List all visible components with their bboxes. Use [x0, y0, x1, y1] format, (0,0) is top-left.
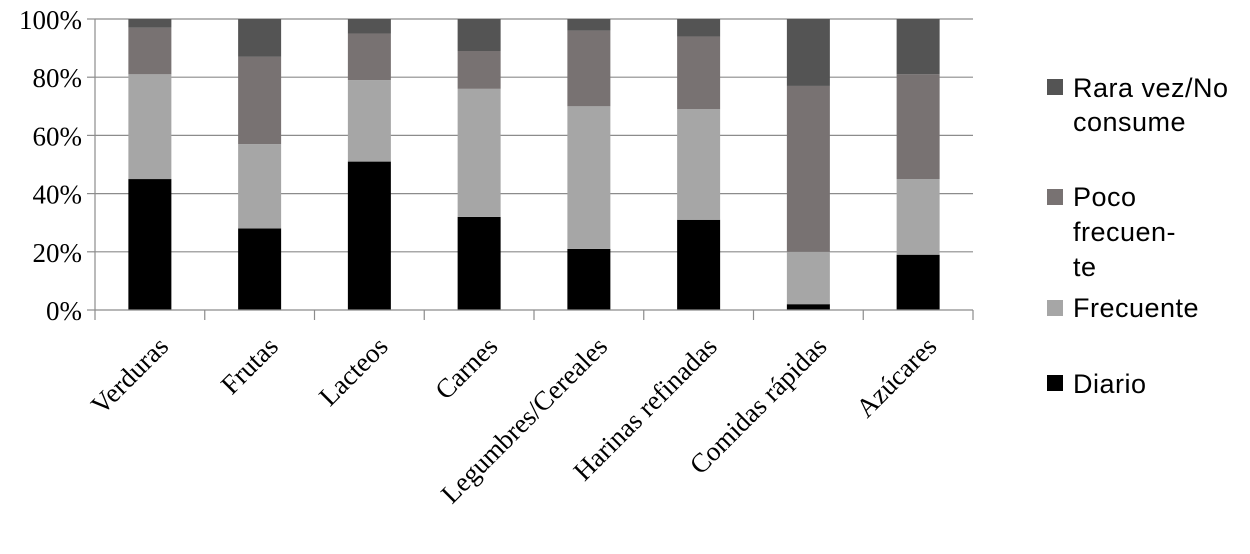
bar-segment	[128, 27, 172, 75]
x-tick-label: Lacteos	[313, 331, 394, 412]
bar-stack	[567, 19, 611, 310]
legend-label: Rara vez/No	[1073, 73, 1229, 103]
bar-segment	[238, 19, 282, 57]
bar-segment	[347, 19, 391, 34]
bar-stack	[457, 19, 501, 310]
bar-segment	[896, 254, 940, 310]
legend-swatch	[1047, 189, 1063, 205]
x-tick-label: Azúcares	[850, 331, 942, 423]
bar-segment	[347, 80, 391, 162]
bar-segment	[677, 19, 721, 37]
bar-stack	[238, 19, 282, 310]
legend-label: te	[1073, 252, 1097, 282]
bar-segment	[347, 33, 391, 81]
bar-segment	[677, 219, 721, 310]
legend-label: Poco	[1073, 182, 1137, 212]
bar-segment	[677, 109, 721, 220]
legend-swatch	[1047, 300, 1063, 316]
y-tick-label: 20%	[33, 238, 83, 268]
y-tick-label: 0%	[46, 296, 82, 326]
y-tick-label: 100%	[19, 5, 82, 35]
bar-segment	[457, 51, 501, 89]
x-tick-label: Carnes	[429, 331, 503, 405]
bar-segment	[128, 74, 172, 180]
bar-segment	[128, 19, 172, 28]
bar-stack	[677, 19, 721, 310]
legend-label: Frecuente	[1073, 293, 1199, 323]
legend-swatch	[1047, 375, 1063, 391]
bar-segment	[457, 216, 501, 310]
bar-segment	[567, 30, 611, 107]
legend: Rara vez/No consume Poco frecuen-te Frecuent…	[1047, 73, 1229, 399]
bar-segment	[786, 251, 830, 305]
bar-segment	[896, 19, 940, 75]
bars	[128, 19, 940, 310]
bar-segment	[896, 179, 940, 255]
x-tick-label: Verduras	[85, 331, 174, 420]
bar-segment	[457, 19, 501, 52]
bar-stack	[896, 19, 940, 310]
bar-segment	[238, 144, 282, 229]
bar-segment	[238, 228, 282, 310]
bar-segment	[567, 106, 611, 249]
legend-swatch	[1047, 79, 1063, 95]
legend-item: Diario	[1047, 369, 1147, 399]
bar-segment	[238, 56, 282, 145]
y-tick-label: 60%	[33, 121, 83, 151]
bar-stack	[786, 19, 830, 310]
x-tick-label: Frutas	[215, 331, 284, 400]
bar-segment	[347, 161, 391, 310]
bar-segment	[677, 36, 721, 110]
bar-segment	[786, 19, 830, 86]
legend-label: Diario	[1073, 369, 1147, 399]
category-labels: Verduras Frutas Lacteos CarnesLegumbres/Cer…	[85, 331, 942, 509]
legend-label: frecuen-	[1073, 217, 1176, 247]
y-tick-labels: 0% 20% 40% 60% 80% 100%	[19, 5, 82, 326]
bar-segment	[128, 179, 172, 310]
bar-segment	[457, 88, 501, 217]
legend-item: Rara vez/No consume	[1047, 73, 1229, 137]
bar-segment	[786, 85, 830, 252]
bar-segment	[567, 19, 611, 31]
legend-label: consume	[1073, 107, 1186, 137]
y-tick-label: 80%	[33, 63, 83, 93]
gridlines	[95, 18, 973, 253]
axes	[87, 18, 974, 320]
bar-segment	[896, 74, 940, 180]
bar-stack	[347, 19, 391, 310]
y-tick-label: 40%	[33, 180, 83, 210]
bar-segment	[567, 248, 611, 310]
bar-stack	[128, 19, 172, 310]
legend-item: Frecuente	[1047, 293, 1199, 323]
legend-item: Poco frecuen-te	[1047, 182, 1176, 282]
bar-segment	[786, 304, 830, 310]
